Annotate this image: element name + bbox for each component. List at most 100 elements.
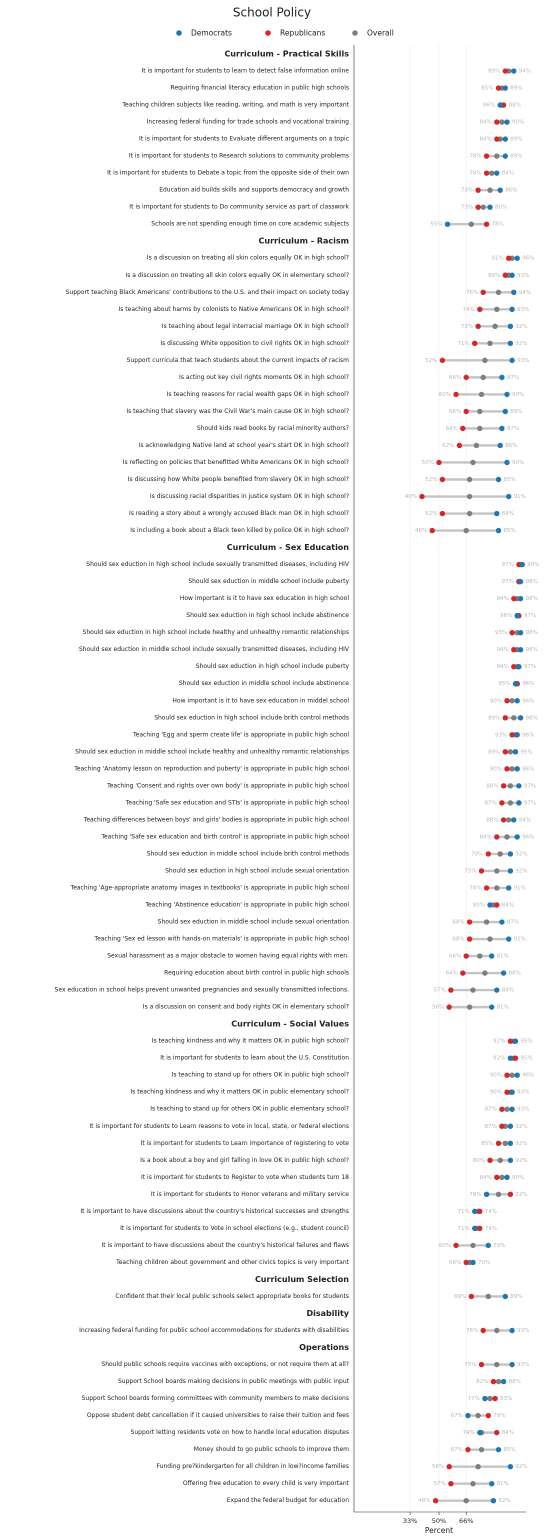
- value-label: 84%: [502, 903, 514, 909]
- value-label: 92%: [515, 1141, 527, 1147]
- dot: [470, 1480, 476, 1487]
- dot: [436, 459, 442, 466]
- dot: [507, 1140, 514, 1146]
- dot: [446, 1004, 452, 1010]
- value-label: 93%: [495, 732, 507, 738]
- dot: [487, 1157, 493, 1164]
- value-label: 87%: [485, 800, 497, 806]
- dot: [487, 936, 493, 942]
- row-label: Is a discussion on treating all skin col…: [147, 255, 349, 262]
- dot: [466, 493, 473, 500]
- value-label: 52%: [425, 511, 437, 517]
- dot: [511, 664, 517, 670]
- dot: [439, 510, 446, 517]
- dot: [480, 204, 486, 210]
- value-label: 48%: [418, 1498, 430, 1504]
- row-label: Is discussing White opposition to civil …: [160, 340, 349, 347]
- value-label: 99%: [527, 562, 539, 568]
- value-label: 95%: [521, 1039, 533, 1045]
- value-label: 93%: [495, 630, 507, 636]
- dot: [512, 1038, 519, 1044]
- dot: [444, 221, 451, 227]
- dot: [502, 153, 508, 159]
- row-label: Teaching differences between boys' and g…: [83, 816, 350, 823]
- dot: [494, 1327, 500, 1334]
- dot: [463, 408, 469, 415]
- value-label: 40%: [405, 494, 417, 500]
- value-label: 84%: [502, 511, 514, 517]
- dot: [519, 561, 525, 568]
- dot: [494, 306, 500, 312]
- dot: [453, 391, 459, 398]
- row-label: Confident that their local public school…: [115, 1293, 349, 1300]
- dot: [432, 1498, 439, 1504]
- section-title: Operations: [299, 1343, 349, 1352]
- dot: [506, 885, 512, 891]
- row-label: Funding pre?kindergarten for all childre…: [157, 1463, 349, 1470]
- legend-marker: [265, 30, 271, 36]
- value-label: 96%: [522, 1073, 534, 1079]
- value-label: 73%: [461, 205, 473, 211]
- value-label: 97%: [524, 613, 536, 619]
- dot: [494, 902, 500, 908]
- value-label: 96%: [522, 698, 534, 704]
- dot: [492, 1395, 498, 1402]
- dot: [509, 629, 515, 636]
- dot: [502, 715, 508, 721]
- dot: [507, 1463, 514, 1470]
- dot: [507, 868, 514, 874]
- dot: [509, 1327, 515, 1334]
- value-label: 74%: [485, 1226, 497, 1232]
- dot: [480, 374, 486, 381]
- value-label: 85%: [481, 86, 493, 92]
- dot: [494, 885, 500, 891]
- dot: [485, 1293, 491, 1300]
- row-label: Teaching 'Anatomy lesson on reproduction…: [73, 765, 349, 772]
- row-label: Support curricula that teach students ab…: [127, 357, 349, 364]
- value-label: 84%: [480, 137, 492, 143]
- row-label: Should kids read books by racial minorit…: [197, 425, 349, 432]
- value-label: 52%: [425, 477, 437, 483]
- value-label: 90%: [512, 1175, 524, 1181]
- dot: [507, 340, 514, 347]
- value-label: 73%: [461, 324, 473, 330]
- row-label: Schools are not spending enough time on …: [151, 221, 349, 228]
- dot: [495, 1191, 502, 1198]
- dot: [500, 783, 507, 789]
- dot: [517, 647, 524, 653]
- legend-label: Democrats: [191, 29, 232, 38]
- row-label: Increasing federal funding for trade sch…: [147, 119, 350, 126]
- value-label: 92%: [515, 851, 527, 857]
- dot: [506, 817, 512, 823]
- value-label: 90%: [490, 766, 502, 772]
- value-label: 70%: [478, 1260, 490, 1266]
- value-label: 71%: [457, 1226, 469, 1232]
- value-label: 89%: [488, 715, 500, 721]
- row-label: Is reading a story about a wrongly accus…: [129, 510, 349, 517]
- dot: [512, 1055, 519, 1061]
- value-label: 85%: [504, 477, 516, 483]
- dot: [463, 1259, 469, 1266]
- dot: [502, 68, 508, 74]
- dot: [439, 357, 446, 364]
- value-label: 98%: [526, 596, 538, 602]
- dot: [463, 374, 469, 381]
- dot: [494, 510, 500, 517]
- dot: [509, 766, 515, 772]
- value-label: 78%: [492, 222, 504, 228]
- value-label: 92%: [515, 341, 527, 347]
- dot: [499, 374, 505, 381]
- row-label: Teaching 'Consent and rights over own bo…: [106, 782, 349, 789]
- value-label: 92%: [493, 1056, 505, 1062]
- dot: [517, 578, 524, 585]
- value-label: 98%: [526, 630, 538, 636]
- dot: [511, 715, 517, 721]
- row-label: Is discussing how White people benefited…: [128, 476, 349, 483]
- value-label: 78%: [469, 154, 481, 160]
- row-label: Teaching 'Egg and sperm create life' is …: [132, 731, 349, 738]
- dot: [514, 255, 520, 261]
- dot: [499, 1123, 505, 1129]
- value-label: 86%: [483, 103, 495, 109]
- dot: [509, 1361, 515, 1368]
